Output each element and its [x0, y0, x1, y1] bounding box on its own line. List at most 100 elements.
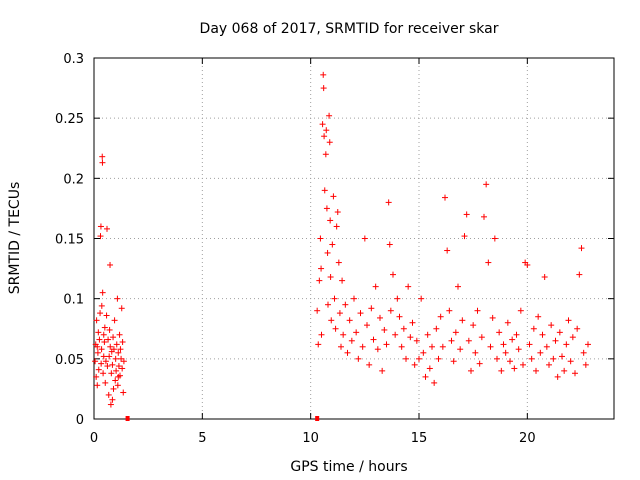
data-point — [435, 355, 442, 362]
data-point — [339, 277, 346, 284]
data-point — [327, 274, 334, 281]
data-point — [396, 313, 403, 320]
data-point — [119, 338, 126, 345]
data-point — [333, 223, 340, 230]
data-point — [104, 363, 111, 370]
data-point — [526, 341, 533, 348]
data-point — [381, 326, 388, 333]
data-point — [567, 358, 574, 365]
data-point — [448, 337, 455, 344]
data-point — [320, 71, 327, 78]
data-point — [94, 382, 101, 389]
data-point — [346, 317, 353, 324]
data-point — [556, 329, 563, 336]
data-point — [472, 349, 479, 356]
y-axis-label: SRMTID / TECUs — [7, 182, 23, 295]
data-point — [361, 235, 368, 242]
data-point — [398, 343, 405, 350]
data-point — [94, 343, 101, 350]
data-point — [582, 361, 589, 368]
y-tick-label: 0.3 — [63, 52, 84, 67]
data-point — [377, 314, 383, 321]
y-tick-label: 0 — [76, 413, 84, 428]
data-point — [108, 370, 115, 377]
y-tick-label: 0.1 — [63, 293, 84, 308]
data-point — [470, 322, 477, 329]
data-point — [120, 389, 127, 396]
data-point — [426, 365, 433, 372]
data-point — [105, 336, 112, 343]
grid-lines — [94, 58, 614, 419]
data-point — [340, 331, 347, 338]
data-point — [114, 382, 121, 389]
data-point — [496, 329, 503, 336]
data-point — [100, 370, 107, 377]
data-point — [98, 346, 105, 353]
data-point — [102, 379, 109, 386]
data-point — [101, 338, 108, 345]
data-point — [111, 317, 118, 324]
data-point — [483, 181, 490, 188]
x-tick-label: 5 — [198, 431, 206, 446]
data-point — [478, 334, 485, 341]
x-tick-label: 10 — [302, 431, 319, 446]
data-point — [97, 233, 104, 240]
data-point — [105, 391, 112, 398]
data-point — [327, 217, 334, 224]
data-point — [324, 249, 331, 256]
data-point — [314, 307, 321, 314]
data-point — [321, 187, 328, 194]
axis-ticks: 0 5 10 15 20 0 0.05 0.1 0.15 0.2 0.25 0.3 — [55, 52, 614, 446]
data-point — [452, 329, 459, 336]
data-point — [96, 336, 103, 343]
data-point — [323, 205, 330, 212]
data-point — [321, 133, 328, 140]
data-point — [331, 295, 338, 302]
data-point — [116, 331, 123, 338]
data-point — [98, 360, 105, 367]
data-point — [504, 319, 511, 326]
data-point — [322, 151, 329, 158]
data-point — [319, 121, 326, 128]
data-point — [112, 377, 119, 384]
data-point — [489, 314, 496, 321]
data-point — [541, 274, 548, 281]
data-point — [433, 325, 440, 332]
data-point — [561, 367, 568, 374]
data-point — [329, 241, 336, 248]
data-point — [107, 343, 114, 350]
data-point — [106, 326, 113, 333]
data-point — [334, 209, 341, 216]
data-point — [550, 355, 557, 362]
data-point — [463, 211, 470, 218]
data-point — [95, 366, 102, 373]
data-point — [528, 355, 535, 362]
data-point — [106, 353, 113, 360]
edge-marker — [125, 416, 130, 421]
data-point — [99, 153, 106, 160]
edge-marker — [315, 416, 320, 421]
data-point — [368, 305, 375, 312]
data-point — [110, 346, 117, 353]
data-point — [502, 349, 509, 356]
data-point — [344, 349, 351, 356]
data-point — [97, 310, 104, 317]
data-point — [539, 331, 546, 338]
data-point — [513, 331, 520, 338]
data-point — [455, 283, 461, 290]
data-point — [114, 295, 121, 302]
data-point — [336, 310, 343, 317]
data-point — [113, 367, 120, 374]
data-point — [418, 295, 425, 302]
data-point — [100, 353, 107, 360]
data-point — [552, 337, 559, 344]
data-point — [439, 343, 446, 350]
data-point — [318, 331, 325, 338]
data-point — [461, 233, 468, 240]
x-tick-label: 15 — [411, 431, 428, 446]
data-point — [405, 283, 412, 290]
data-point — [100, 331, 107, 338]
data-point — [112, 355, 119, 362]
data-point — [494, 355, 500, 362]
data-point — [97, 223, 104, 230]
